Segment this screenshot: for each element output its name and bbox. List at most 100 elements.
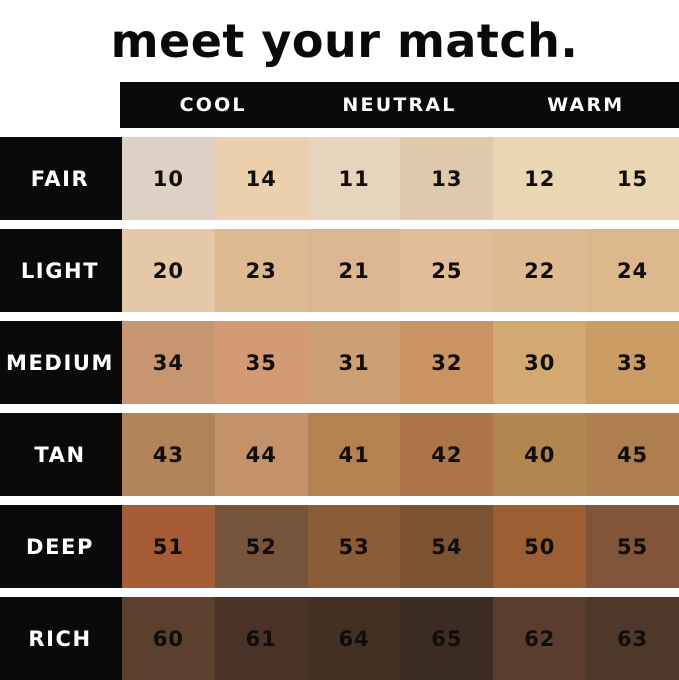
swatch-code: 10 [152, 166, 185, 191]
swatch-cell[interactable]: 53 [307, 505, 401, 588]
depth-label-rich: RICH [0, 597, 120, 680]
swatch-code: 60 [152, 626, 185, 651]
swatch-cell[interactable]: 60 [122, 597, 215, 680]
swatch-cell[interactable]: 13 [400, 137, 494, 220]
swatch-cell[interactable]: 43 [122, 413, 215, 496]
swatch-group-fair: 10 14 11 13 12 15 [120, 137, 679, 220]
shade-row-medium: MEDIUM 34 35 31 32 30 33 [0, 321, 679, 404]
row-divider [0, 404, 679, 413]
swatch-code: 33 [616, 350, 649, 375]
swatch-code: 24 [616, 258, 649, 283]
swatch-code: 63 [616, 626, 649, 651]
swatch-cell[interactable]: 20 [122, 229, 215, 312]
swatch-code: 43 [152, 442, 185, 467]
swatch-cell[interactable]: 22 [493, 229, 587, 312]
swatch-cell[interactable]: 64 [307, 597, 401, 680]
swatch-cell[interactable]: 54 [400, 505, 494, 588]
swatch-group-light: 20 23 21 25 22 24 [120, 229, 679, 312]
swatch-cell[interactable]: 35 [214, 321, 308, 404]
undertone-header-neutral: NEUTRAL [342, 94, 457, 116]
swatch-cell[interactable]: 14 [214, 137, 308, 220]
row-divider [0, 128, 679, 137]
swatch-cell[interactable]: 44 [214, 413, 308, 496]
swatch-code: 12 [524, 166, 556, 191]
row-divider [0, 496, 679, 505]
swatch-code: 35 [245, 350, 277, 375]
swatch-code: 30 [524, 350, 556, 375]
swatch-cell[interactable]: 41 [307, 413, 401, 496]
swatch-cell[interactable]: 50 [493, 505, 587, 588]
swatch-code: 25 [431, 258, 463, 283]
swatch-cell[interactable]: 11 [307, 137, 401, 220]
depth-label-light: LIGHT [0, 229, 120, 312]
row-divider [0, 312, 679, 321]
swatch-code: 64 [338, 626, 370, 651]
swatch-code: 15 [616, 166, 649, 191]
shade-row-fair: FAIR 10 14 11 13 12 15 [0, 137, 679, 220]
swatch-cell[interactable]: 12 [493, 137, 587, 220]
swatch-cell[interactable]: 33 [586, 321, 679, 404]
swatch-code: 11 [338, 166, 370, 191]
swatch-code: 34 [152, 350, 185, 375]
shade-grid: COOL NEUTRAL WARM FAIR 10 14 11 13 12 15… [0, 82, 679, 680]
swatch-code: 32 [431, 350, 463, 375]
swatch-code: 62 [524, 626, 556, 651]
swatch-cell[interactable]: 34 [122, 321, 215, 404]
swatch-code: 45 [616, 442, 649, 467]
swatch-code: 51 [152, 534, 185, 559]
swatch-code: 22 [524, 258, 556, 283]
swatch-cell[interactable]: 55 [586, 505, 679, 588]
swatch-code: 55 [616, 534, 649, 559]
swatch-code: 42 [431, 442, 463, 467]
swatch-cell[interactable]: 63 [586, 597, 679, 680]
swatch-code: 52 [245, 534, 277, 559]
depth-label-tan: TAN [0, 413, 120, 496]
swatch-code: 65 [431, 626, 463, 651]
swatch-cell[interactable]: 25 [400, 229, 494, 312]
swatch-cell[interactable]: 42 [400, 413, 494, 496]
swatch-code: 50 [524, 534, 556, 559]
depth-label-medium: MEDIUM [0, 321, 120, 404]
undertone-header-warm: WARM [547, 94, 625, 116]
undertone-header-cool: COOL [179, 94, 247, 116]
swatch-code: 23 [245, 258, 277, 283]
swatch-cell[interactable]: 40 [493, 413, 587, 496]
swatch-cell[interactable]: 21 [307, 229, 401, 312]
shade-row-deep: DEEP 51 52 53 54 50 55 [0, 505, 679, 588]
swatch-cell[interactable]: 31 [307, 321, 401, 404]
page-title-bar: meet your match. [0, 0, 679, 82]
shade-row-light: LIGHT 20 23 21 25 22 24 [0, 229, 679, 312]
swatch-cell[interactable]: 45 [586, 413, 679, 496]
swatch-code: 40 [524, 442, 556, 467]
swatch-cell[interactable]: 30 [493, 321, 587, 404]
depth-label-deep: DEEP [0, 505, 120, 588]
swatch-code: 14 [245, 166, 277, 191]
row-divider [0, 588, 679, 597]
swatch-cell[interactable]: 52 [214, 505, 308, 588]
swatch-cell[interactable]: 62 [493, 597, 587, 680]
depth-label-fair: FAIR [0, 137, 120, 220]
page-title: meet your match. [110, 14, 579, 68]
shade-row-rich: RICH 60 61 64 65 62 63 [0, 597, 679, 680]
swatch-cell[interactable]: 61 [214, 597, 308, 680]
grid-corner-spacer [0, 82, 120, 128]
swatch-cell[interactable]: 65 [400, 597, 494, 680]
swatch-code: 61 [245, 626, 277, 651]
swatch-code: 21 [338, 258, 370, 283]
swatch-cell[interactable]: 15 [586, 137, 679, 220]
swatch-group-medium: 34 35 31 32 30 33 [120, 321, 679, 404]
swatch-cell[interactable]: 24 [586, 229, 679, 312]
swatch-code: 20 [152, 258, 185, 283]
swatch-group-tan: 43 44 41 42 40 45 [120, 413, 679, 496]
swatch-code: 31 [338, 350, 370, 375]
swatch-code: 41 [338, 442, 370, 467]
swatch-cell[interactable]: 23 [214, 229, 308, 312]
shade-row-tan: TAN 43 44 41 42 40 45 [0, 413, 679, 496]
swatch-cell[interactable]: 10 [122, 137, 215, 220]
swatch-cell[interactable]: 51 [122, 505, 215, 588]
swatch-group-rich: 60 61 64 65 62 63 [120, 597, 679, 680]
swatch-cell[interactable]: 32 [400, 321, 494, 404]
swatch-code: 44 [245, 442, 277, 467]
row-divider [0, 220, 679, 229]
